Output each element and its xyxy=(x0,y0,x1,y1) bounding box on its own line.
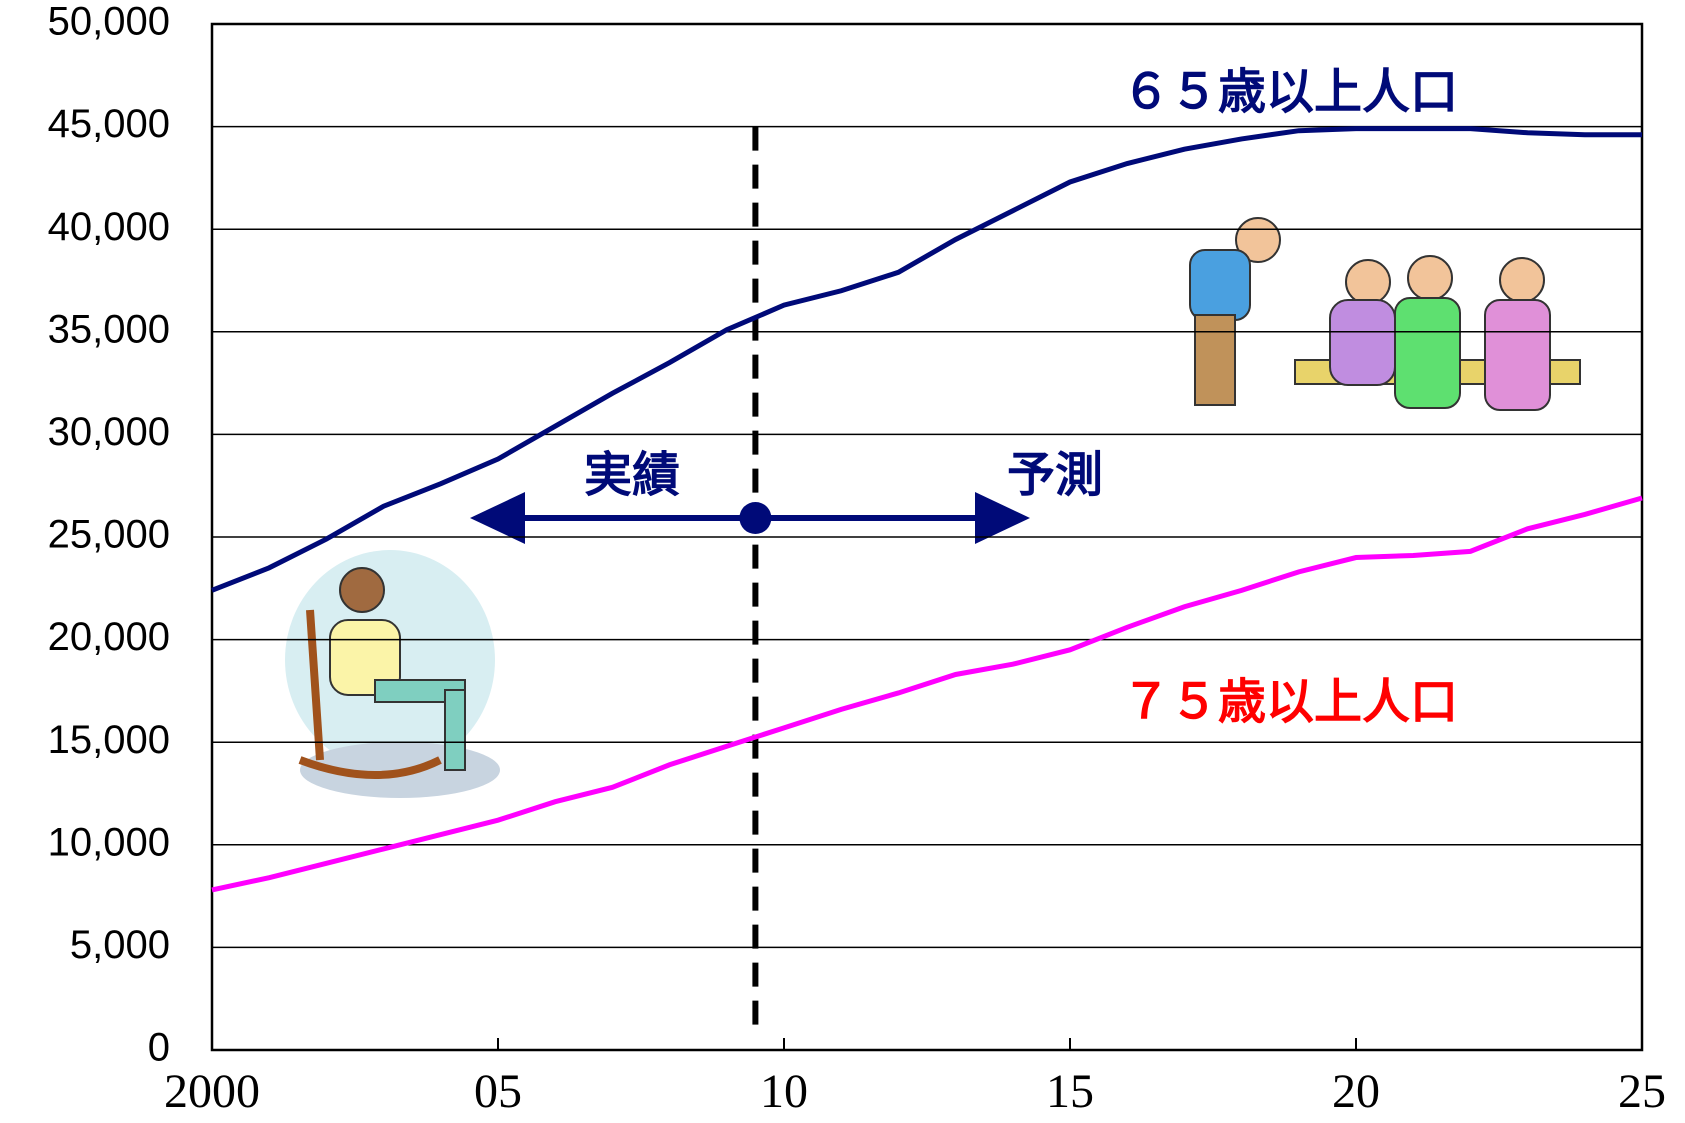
x-tick-label: 05 xyxy=(474,1065,522,1118)
series-label: ７５歳以上人口 xyxy=(1122,674,1458,730)
y-tick-label: 20,000 xyxy=(48,615,170,659)
y-tick-label: 25,000 xyxy=(48,513,170,557)
y-tick-label: 35,000 xyxy=(48,307,170,351)
y-tick-label: 10,000 xyxy=(48,820,170,864)
y-tick-label: 45,000 xyxy=(48,102,170,146)
x-tick-label: 10 xyxy=(760,1065,808,1118)
series-label: ６５歳以上人口 xyxy=(1122,64,1458,120)
x-tick-label: 2000 xyxy=(164,1065,260,1118)
clipart-elderly-group xyxy=(1189,217,1581,411)
y-tick-label: 50,000 xyxy=(48,0,170,44)
x-tick-label: 20 xyxy=(1332,1065,1380,1118)
series-line xyxy=(211,126,1642,593)
clipart-sleeping-man xyxy=(285,550,500,798)
x-tick-label: 25 xyxy=(1618,1065,1666,1118)
annotation-past: 実績 xyxy=(584,447,680,503)
series-line xyxy=(211,495,1643,893)
divider-dot xyxy=(739,502,772,534)
y-tick-label: 40,000 xyxy=(48,205,170,249)
x-tick-label: 15 xyxy=(1046,1065,1094,1118)
y-tick-label: 5,000 xyxy=(70,923,170,967)
plot-frame xyxy=(210,22,1644,1052)
y-tick-label: 15,000 xyxy=(48,718,170,762)
annotation-forecast: 予測 xyxy=(1007,447,1103,503)
y-tick-label: 30,000 xyxy=(48,410,170,454)
y-tick-label: 0 xyxy=(148,1026,170,1070)
